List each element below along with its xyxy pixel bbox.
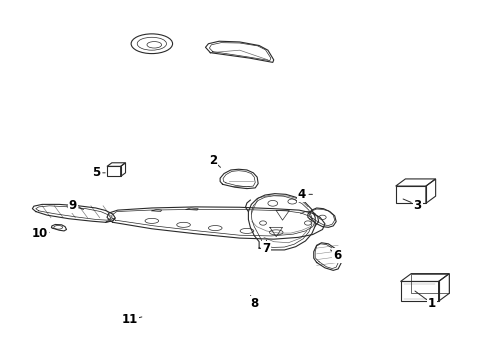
Text: 5: 5 <box>91 166 100 179</box>
Text: 8: 8 <box>250 297 258 310</box>
Text: 10: 10 <box>32 227 48 240</box>
Text: 4: 4 <box>297 188 305 201</box>
Text: 3: 3 <box>413 199 421 212</box>
Text: 1: 1 <box>427 297 435 310</box>
Text: 6: 6 <box>332 249 341 262</box>
Text: 2: 2 <box>208 154 216 167</box>
Text: 7: 7 <box>262 242 270 255</box>
Text: 11: 11 <box>122 313 138 327</box>
Text: 9: 9 <box>69 199 77 212</box>
